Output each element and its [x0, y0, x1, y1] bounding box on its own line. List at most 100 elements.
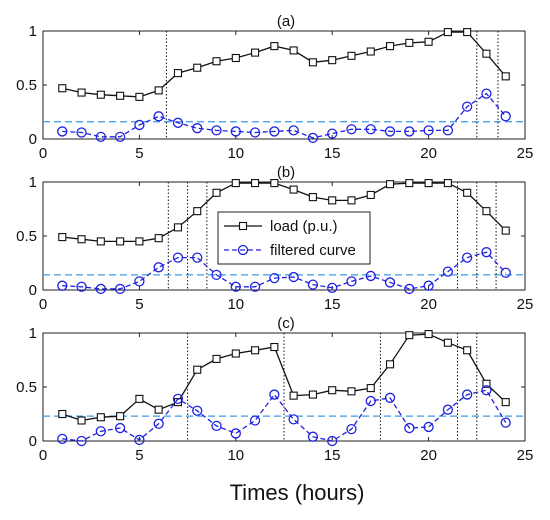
panel-title: (c): [277, 315, 295, 332]
filtered-point: [462, 389, 473, 400]
panel-title: (b): [277, 164, 295, 181]
load-point: [193, 365, 202, 374]
load-point: [58, 233, 67, 242]
chart-panel-1: (a) 0 5 10 15 20 25 0 0.5 1: [16, 13, 533, 162]
load-point: [443, 28, 452, 37]
filtered-point: [76, 127, 87, 138]
load-point: [58, 84, 67, 93]
legend-label-filtered: filtered curve: [270, 242, 356, 259]
filtered-point: [404, 126, 415, 137]
load-point: [366, 384, 375, 393]
filtered-point: [269, 126, 280, 137]
load-point: [347, 387, 356, 396]
legend-filtered-marker: [237, 244, 249, 256]
load-point: [347, 196, 356, 205]
filtered-point: [384, 126, 396, 137]
filtered-point: [57, 280, 68, 291]
filtered-point: [365, 395, 376, 407]
filtered-point: [442, 404, 454, 415]
filtered-point: [114, 283, 126, 295]
filtered-point: [307, 431, 319, 442]
load-point: [443, 179, 452, 188]
filtered-point: [57, 433, 68, 444]
filtered-point: [211, 269, 222, 281]
load-point: [116, 237, 125, 246]
filtered-point: [462, 101, 473, 112]
x-tick-label: 0: [39, 447, 47, 464]
x-tick-label: 0: [39, 296, 47, 313]
filtered-point: [500, 111, 511, 122]
load-point: [385, 360, 395, 369]
filtered-point: [404, 283, 415, 295]
filtered-point: [230, 126, 241, 137]
filtered-point: [172, 393, 184, 405]
load-point: [482, 49, 491, 58]
legend-load-marker: [238, 221, 248, 231]
filtered-point: [153, 418, 164, 429]
load-point: [77, 416, 86, 425]
filtered-point: [442, 125, 454, 136]
load-point: [289, 391, 298, 400]
filtered-point: [114, 422, 126, 434]
filtered-point: [211, 125, 222, 136]
load-point: [135, 394, 144, 403]
y-tick-label: 0: [29, 433, 37, 450]
load-point: [212, 57, 221, 66]
filtered-point: [249, 415, 261, 426]
x-tick-label: 15: [324, 296, 341, 313]
filtered-point: [269, 272, 280, 284]
filtered-point: [327, 282, 338, 293]
load-point: [424, 179, 433, 188]
filtered-point: [481, 247, 492, 258]
filtered-point: [76, 435, 87, 447]
x-tick-label: 20: [420, 296, 437, 313]
load-point: [116, 412, 125, 421]
load-point: [96, 413, 105, 422]
filtered-point: [423, 280, 434, 291]
y-tick-label: 0: [29, 282, 37, 299]
x-tick-label: 15: [324, 145, 341, 162]
load-point: [96, 90, 105, 99]
filtered-point: [134, 276, 145, 287]
load-point: [193, 207, 202, 216]
x-tick-label: 0: [39, 145, 47, 162]
load-point: [58, 409, 67, 419]
load-point: [270, 42, 279, 51]
y-tick-label: 1: [29, 174, 37, 191]
load-point: [289, 185, 298, 194]
filtered-point: [481, 385, 492, 396]
filtered-point: [384, 392, 396, 403]
legend-label-load: load (p.u.): [270, 218, 338, 235]
load-point: [154, 86, 163, 95]
x-tick-label: 10: [227, 296, 244, 313]
x-tick-label: 5: [135, 145, 143, 162]
load-point: [501, 72, 510, 81]
load-point: [116, 91, 125, 100]
load-point: [424, 37, 433, 46]
filtered-point: [288, 271, 299, 283]
load-point: [96, 237, 105, 246]
load-point: [154, 234, 163, 243]
filtered-point: [192, 405, 203, 416]
y-tick-label: 0.5: [16, 228, 37, 245]
y-tick-label: 0.5: [16, 77, 37, 94]
filtered-point: [288, 125, 299, 136]
load-point: [289, 46, 298, 55]
filtered-point: [134, 119, 145, 131]
load-point: [328, 196, 337, 205]
load-point: [405, 179, 414, 188]
filtered-point: [153, 111, 164, 122]
load-point: [212, 354, 221, 363]
y-tick-label: 0.5: [16, 379, 37, 396]
filtered-point: [211, 420, 222, 432]
load-point: [308, 58, 317, 67]
filtered-point: [134, 434, 145, 446]
load-point: [328, 386, 337, 395]
load-point: [347, 51, 356, 60]
filtered-point: [327, 128, 338, 139]
filtered-point: [230, 428, 241, 439]
load-point: [482, 207, 491, 216]
load-point: [231, 53, 240, 63]
